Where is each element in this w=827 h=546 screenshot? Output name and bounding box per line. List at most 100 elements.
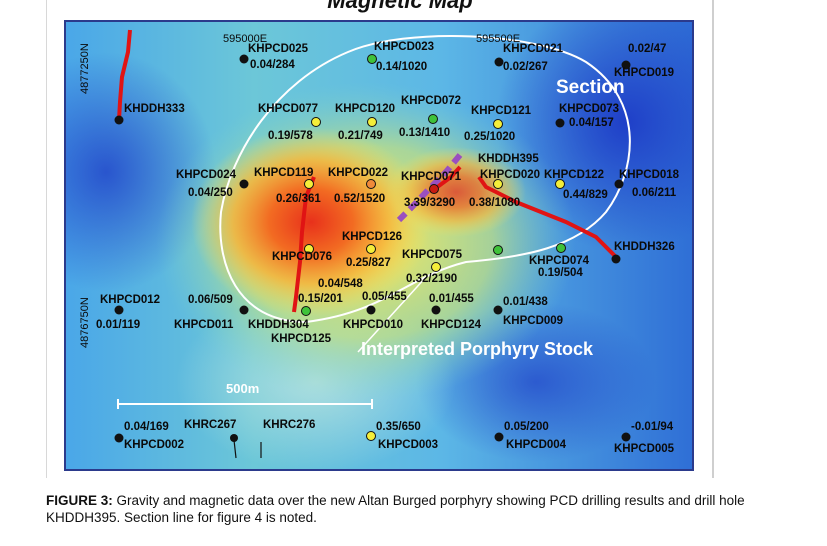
hole-khpcd071 [429, 184, 439, 194]
hole-khpcd021 [494, 57, 504, 67]
hole-khpcd010 [366, 305, 376, 315]
label-khpcd125: KHPCD125 [271, 333, 332, 345]
label-khpcd124: KHPCD124 [421, 319, 482, 331]
caption-text: Gravity and magnetic data over the new A… [46, 493, 745, 525]
label-khpcd004: KHPCD004 [506, 439, 567, 451]
label-khpcd024: KHPCD024 [176, 169, 237, 181]
label-khpcd018: KHPCD018 [619, 169, 680, 181]
hole-khrc267 [230, 434, 238, 442]
value-khpcd126: 0.25/827 [346, 257, 391, 269]
label-khpcd003: KHPCD003 [378, 439, 439, 451]
hole-khpcd022 [366, 179, 376, 189]
value-khpcd020: 0.38/1080 [469, 197, 521, 209]
hole-khpcd024 [239, 179, 249, 189]
value-khpcd010: 0.05/455 [362, 291, 407, 303]
hole-khpcd011 [239, 305, 249, 315]
value-khpcd012: 0.01/119 [96, 319, 141, 331]
hole-khpcd075 [431, 262, 441, 272]
label-khpcd002: KHPCD002 [124, 439, 185, 451]
value-khddh304: 0.15/201 [298, 293, 343, 305]
value-khpcd076: 0.04/548 [318, 278, 363, 290]
label-khpcd022: KHPCD022 [328, 167, 389, 179]
drill-trace-khddh326 [477, 175, 618, 259]
value-khpcd011: 0.06/509 [188, 294, 233, 306]
value-khpcd073: 0.04/157 [569, 117, 614, 129]
hole-khpcd005 [621, 432, 631, 442]
value-khpcd023: 0.14/1020 [376, 61, 428, 73]
label-khpcd010: KHPCD010 [343, 319, 404, 331]
hole-khpcd124 [431, 305, 441, 315]
value-khpcd120: 0.21/749 [338, 130, 383, 142]
map-title: Magnetic Map [327, 0, 473, 13]
interpreted-porphyry-stock-outline [219, 34, 631, 324]
hole-khpcd023 [367, 54, 377, 64]
caption-label: FIGURE 3: [46, 493, 113, 508]
label-khpcd011: KHPCD011 [174, 319, 234, 331]
easting-label-595500: 595500E [476, 33, 521, 45]
label-khpcd120: KHPCD120 [335, 103, 396, 115]
magnetic-high-east [386, 147, 526, 237]
hole-khpcd072 [428, 114, 438, 124]
value-khpcd003: 0.35/650 [376, 421, 421, 433]
label-khpcd025: KHPCD025 [248, 43, 309, 55]
magnetic-map: 595000E 595500E 4877250N 4876750N Sectio… [64, 20, 694, 471]
hole-khpcd119 [304, 179, 314, 189]
hole-khpcd120 [367, 117, 377, 127]
label-khpcd005: KHPCD005 [614, 443, 675, 455]
easting-label-595000: 595000E [223, 33, 268, 45]
label-khddh395: KHDDH395 [478, 153, 539, 165]
drill-trace-khddh395 [434, 165, 462, 190]
value-khpcd124: 0.01/455 [429, 293, 474, 305]
value-khpcd005: -0.01/94 [631, 421, 674, 433]
label-khpcd126: KHPCD126 [342, 231, 403, 243]
label-khpcd075: KHPCD075 [402, 249, 463, 261]
drill-trace-khddh304 [292, 176, 316, 313]
label-khddh333: KHDDH333 [124, 103, 185, 115]
hole-khpcd020 [493, 179, 503, 189]
scale-label: 500m [226, 381, 260, 396]
value-khpcd024: 0.04/250 [188, 187, 233, 199]
label-khpcd020: KHPCD020 [480, 169, 541, 181]
label-khpcd077: KHPCD077 [258, 103, 319, 115]
value-khpcd018: 0.06/211 [632, 187, 677, 199]
porphyry-annotation: Interpreted Porphyry Stock [361, 339, 594, 359]
label-khpcd119: KHPCD119 [254, 167, 314, 179]
hole-khpcd025 [239, 54, 249, 64]
label-khpcd122: KHPCD122 [544, 169, 605, 181]
magnetic-high [191, 127, 431, 317]
figure-frame [46, 0, 714, 478]
hole-khpcd122 [555, 179, 565, 189]
value-khpcd021: 0.02/267 [503, 61, 548, 73]
hole-khpcd-green-a [493, 245, 503, 255]
value-khpcd072: 0.13/1410 [399, 127, 451, 139]
label-khddh326: KHDDH326 [614, 241, 675, 253]
label-khpcd023: KHPCD023 [374, 41, 435, 53]
value-khpcd119: 0.26/361 [276, 193, 321, 205]
label-khrc267: KHRC267 [184, 419, 237, 431]
value-khpcd122: 0.44/829 [563, 189, 608, 201]
label-khpcd121: KHPCD121 [471, 105, 532, 117]
value-khpcd077: 0.19/578 [268, 130, 313, 142]
hole-khddh326 [611, 254, 621, 264]
hole-khpcd077 [311, 117, 321, 127]
value-khpcd022: 0.52/1520 [334, 193, 386, 205]
label-khpcd021: KHPCD021 [503, 43, 564, 55]
value-khpcd009: 0.01/438 [503, 296, 548, 308]
label-khpcd076: KHPCD076 [272, 251, 333, 263]
hole-khpcd076 [304, 244, 314, 254]
value-khpcd002: 0.04/169 [124, 421, 169, 433]
hole-khddh333 [114, 115, 124, 125]
drill-trace-khddh333 [117, 29, 132, 121]
hole-khpcd012 [114, 305, 124, 315]
hole-khddh304 [301, 306, 311, 316]
porphyry-pointer-line [357, 276, 427, 353]
value-khpcd075: 0.32/2190 [406, 273, 458, 285]
label-khpcd074: KHPCD074 [529, 255, 590, 267]
khrc267-trace [233, 439, 237, 459]
label-khpcd019: KHPCD019 [614, 67, 675, 79]
label-khpcd073: KHPCD073 [559, 103, 620, 115]
value-khpcd004: 0.05/200 [504, 421, 549, 433]
hole-khpcd002 [114, 433, 124, 443]
value-khpcd121: 0.25/1020 [464, 131, 516, 143]
northing-label-4877250: 4877250N [79, 43, 91, 94]
